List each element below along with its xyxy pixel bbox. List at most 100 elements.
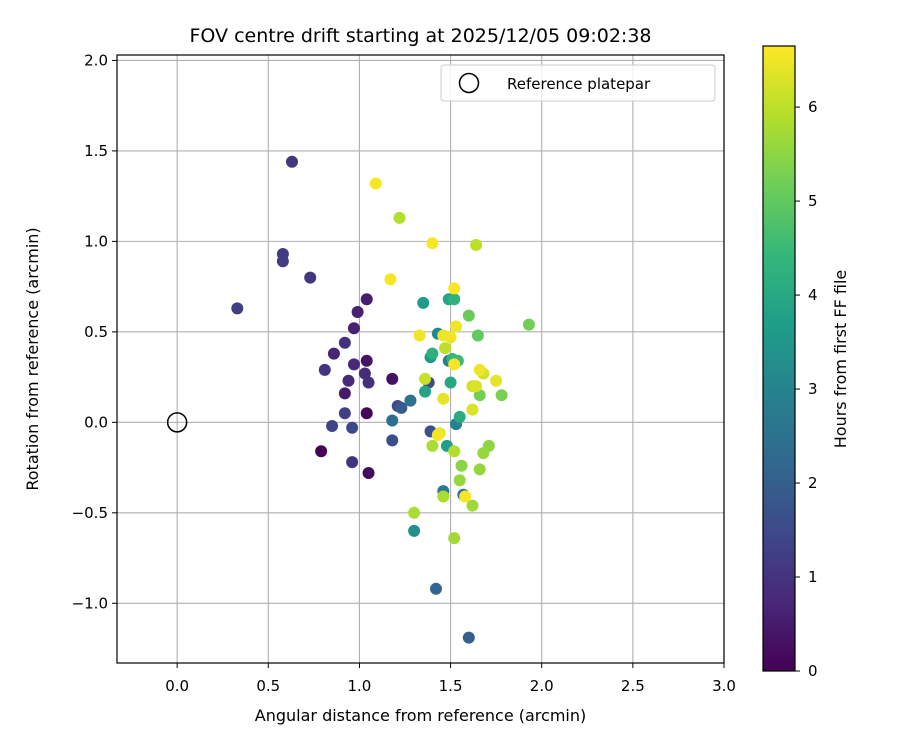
data-point bbox=[315, 445, 328, 458]
data-points bbox=[231, 155, 535, 644]
data-point bbox=[342, 374, 355, 387]
y-tick-label: 1.5 bbox=[84, 142, 108, 160]
data-point bbox=[437, 392, 450, 405]
data-point bbox=[470, 239, 483, 251]
data-point bbox=[437, 490, 450, 503]
x-tick-label: 3.0 bbox=[712, 677, 736, 695]
data-point bbox=[444, 376, 457, 389]
colorbar: 0 1 2 3 4 5 6 Hours from first FF file bbox=[762, 45, 850, 680]
y-tick-label: 2.0 bbox=[84, 51, 108, 69]
colorbar-tick-label: 5 bbox=[808, 192, 818, 210]
data-point bbox=[338, 407, 351, 420]
colorbar-tick-label: 4 bbox=[808, 286, 818, 304]
data-point bbox=[522, 318, 535, 331]
data-point bbox=[318, 363, 331, 376]
data-point bbox=[386, 372, 399, 385]
y-tick-label: 1.0 bbox=[84, 232, 108, 250]
data-point bbox=[448, 293, 461, 306]
data-point bbox=[477, 447, 490, 460]
data-point bbox=[360, 354, 373, 367]
chart-title: FOV centre drift starting at 2025/12/05 … bbox=[189, 25, 651, 47]
data-point bbox=[490, 374, 503, 387]
data-point bbox=[326, 419, 339, 432]
data-point bbox=[360, 407, 373, 420]
data-point bbox=[471, 329, 484, 342]
data-point bbox=[347, 322, 360, 335]
data-point bbox=[346, 456, 359, 469]
data-point bbox=[448, 445, 461, 458]
data-point bbox=[386, 434, 399, 447]
data-point bbox=[473, 363, 486, 376]
data-point bbox=[304, 271, 317, 284]
y-axis-label: Rotation from reference (arcmin) bbox=[23, 227, 42, 490]
data-point bbox=[448, 282, 461, 295]
data-point bbox=[466, 403, 479, 416]
colorbar-tick-label: 6 bbox=[808, 98, 818, 116]
data-point bbox=[495, 389, 508, 402]
plot-frame bbox=[116, 54, 725, 664]
data-point bbox=[404, 394, 417, 407]
data-point bbox=[453, 410, 466, 423]
x-tick-label: 1.0 bbox=[348, 677, 372, 695]
data-point bbox=[408, 506, 421, 519]
data-point bbox=[358, 367, 371, 380]
data-point bbox=[444, 331, 457, 344]
y-tick-label: −1.0 bbox=[72, 594, 108, 612]
data-point bbox=[327, 347, 340, 360]
reference-point-marker bbox=[166, 412, 188, 433]
x-tick-label: 0.0 bbox=[165, 677, 189, 695]
colorbar-gradient bbox=[762, 45, 796, 672]
data-point bbox=[231, 302, 244, 315]
data-point bbox=[384, 273, 397, 286]
data-point bbox=[473, 463, 486, 476]
data-point bbox=[346, 421, 359, 434]
data-point bbox=[276, 255, 289, 268]
data-point bbox=[462, 309, 475, 322]
data-point bbox=[455, 459, 468, 472]
data-point bbox=[351, 305, 364, 318]
data-point bbox=[453, 474, 466, 487]
legend-entry-reference: Reference platepar bbox=[507, 75, 651, 93]
data-point bbox=[429, 582, 442, 595]
data-point bbox=[470, 380, 483, 393]
colorbar-tick-label: 3 bbox=[808, 380, 818, 398]
y-axis-ticks: −1.0 −0.5 0.0 0.5 1.0 1.5 2.0 bbox=[72, 51, 117, 612]
data-point bbox=[450, 320, 463, 333]
data-point bbox=[419, 372, 432, 385]
x-axis-label: Angular distance from reference (arcmin) bbox=[255, 706, 586, 725]
data-point bbox=[419, 385, 432, 398]
data-point bbox=[362, 467, 375, 479]
colorbar-tick-label: 1 bbox=[808, 568, 818, 586]
data-point bbox=[426, 347, 439, 360]
data-point bbox=[369, 177, 382, 190]
y-tick-label: 0.5 bbox=[84, 323, 108, 341]
data-point bbox=[338, 336, 351, 349]
data-point bbox=[448, 358, 461, 371]
data-point bbox=[386, 414, 399, 427]
x-axis-ticks: 0.0 0.5 1.0 1.5 2.0 2.5 3.0 bbox=[165, 663, 736, 695]
data-point bbox=[426, 237, 439, 250]
data-point bbox=[426, 439, 439, 452]
colorbar-tick-label: 0 bbox=[808, 662, 818, 680]
data-point bbox=[393, 211, 406, 224]
x-tick-label: 0.5 bbox=[256, 677, 280, 695]
data-point bbox=[413, 329, 426, 342]
x-tick-label: 2.5 bbox=[621, 677, 645, 695]
y-tick-label: −0.5 bbox=[72, 504, 108, 522]
data-point bbox=[417, 296, 430, 309]
data-point bbox=[362, 376, 375, 389]
data-point bbox=[338, 387, 351, 400]
data-point bbox=[466, 499, 479, 512]
data-point bbox=[439, 342, 452, 355]
data-point bbox=[473, 389, 486, 402]
grid bbox=[117, 55, 725, 663]
legend-reference-marker bbox=[458, 72, 480, 94]
colorbar-label: Hours from first FF file bbox=[831, 270, 850, 449]
data-point bbox=[431, 429, 444, 441]
colorbar-ticks: 0 1 2 3 4 5 6 bbox=[795, 98, 818, 680]
data-point bbox=[360, 293, 373, 306]
colorbar-tick-label: 2 bbox=[808, 474, 818, 492]
data-point bbox=[347, 358, 360, 371]
data-point bbox=[285, 155, 298, 168]
